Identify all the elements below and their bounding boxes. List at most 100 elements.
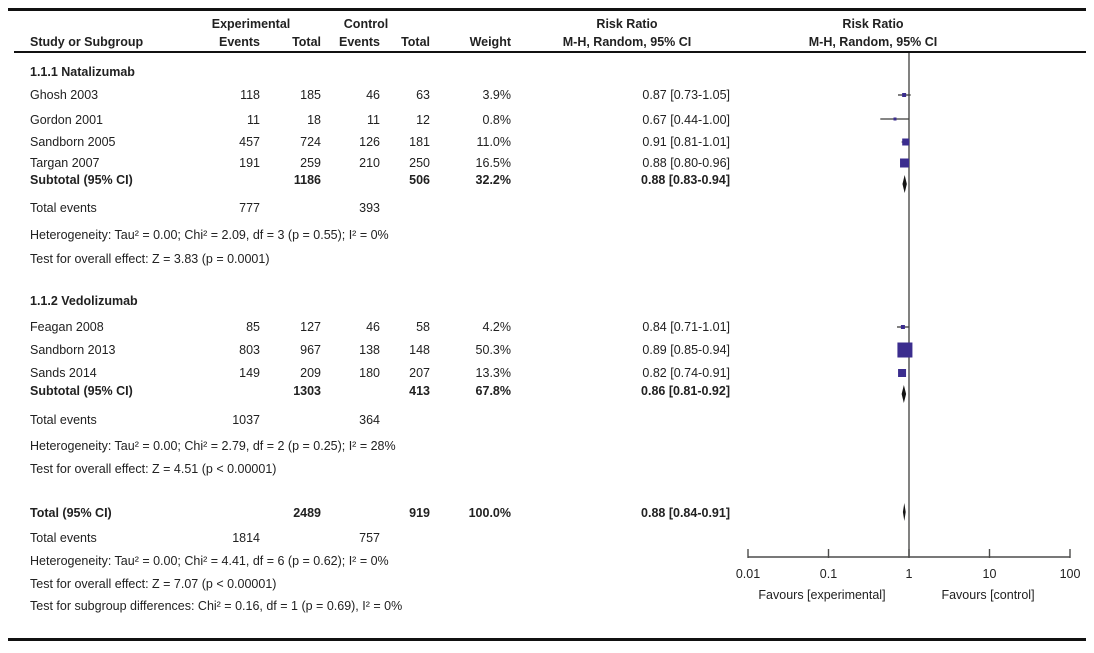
total-ctl: 181 bbox=[409, 135, 430, 149]
x-axis-tick-label: 0.01 bbox=[736, 567, 760, 581]
risk-ratio-value: 0.91 [0.81-1.01] bbox=[642, 135, 730, 149]
header-total-ctl: Total bbox=[401, 35, 430, 49]
events-exp: 118 bbox=[240, 88, 260, 102]
subtotal-total-ctl: 506 bbox=[409, 173, 430, 187]
risk-ratio-value: 0.67 [0.44-1.00] bbox=[642, 113, 730, 127]
total-exp: 259 bbox=[300, 156, 321, 170]
total-weight: 100.0% bbox=[468, 506, 511, 520]
study-row: Gordon 2001 11 18 11 12 0.8% 0.67 [0.44-… bbox=[0, 112, 752, 128]
overall-effect-row: Test for overall effect: Z = 3.83 (p = 0… bbox=[0, 251, 752, 267]
events-ctl: 11 bbox=[367, 113, 380, 127]
total-events-exp: 777 bbox=[239, 201, 260, 215]
total-events-exp: 1037 bbox=[232, 413, 260, 427]
total-ctl: 58 bbox=[416, 320, 430, 334]
events-ctl: 46 bbox=[366, 88, 380, 102]
favours-experimental-label: Favours [experimental] bbox=[758, 588, 885, 602]
study-row: Sandborn 2005 457 724 126 181 11.0% 0.91… bbox=[0, 134, 752, 150]
events-exp: 457 bbox=[239, 135, 260, 149]
total-events-ctl: 364 bbox=[359, 413, 380, 427]
header-mh-text: M-H, Random, 95% CI bbox=[562, 35, 692, 49]
total-events-exp: 1814 bbox=[232, 531, 260, 545]
subtotal-total-ctl: 413 bbox=[409, 384, 430, 398]
study-row: Ghosh 2003 118 185 46 63 3.9% 0.87 [0.73… bbox=[0, 87, 752, 103]
heterogeneity-text: Heterogeneity: Tau² = 0.00; Chi² = 2.79,… bbox=[30, 439, 396, 453]
weight-value: 50.3% bbox=[475, 343, 511, 357]
study-label: Sandborn 2005 bbox=[30, 135, 116, 149]
heterogeneity-row: Heterogeneity: Tau² = 0.00; Chi² = 2.09,… bbox=[0, 227, 752, 243]
subtotal-risk-ratio: 0.88 [0.83-0.94] bbox=[641, 173, 730, 187]
heterogeneity-text: Heterogeneity: Tau² = 0.00; Chi² = 4.41,… bbox=[30, 554, 389, 568]
total-events-label: Total events bbox=[30, 531, 97, 545]
risk-ratio-value: 0.89 [0.85-0.94] bbox=[642, 343, 730, 357]
subgroup-title: 1.1.2 Vedolizumab bbox=[30, 294, 138, 308]
subgroup-title-row: 1.1.1 Natalizumab bbox=[0, 64, 752, 80]
total-total-ctl: 919 bbox=[409, 506, 430, 520]
total-events-ctl: 757 bbox=[359, 531, 380, 545]
subgroup-difference-text: Test for subgroup differences: Chi² = 0.… bbox=[30, 599, 403, 613]
header-risk-ratio-plot: Risk Ratio bbox=[842, 17, 904, 31]
risk-ratio-value: 0.82 [0.74-0.91] bbox=[642, 366, 730, 380]
header-control: Control bbox=[343, 17, 389, 31]
subtotal-row: Subtotal (95% CI) 1303 413 67.8% 0.86 [0… bbox=[0, 383, 752, 399]
subtotal-weight: 32.2% bbox=[475, 173, 511, 187]
header-weight: Weight bbox=[469, 35, 511, 49]
favours-control-label: Favours [control] bbox=[941, 588, 1034, 602]
header-study: Study or Subgroup bbox=[30, 35, 144, 49]
total-events-label: Total events bbox=[30, 413, 97, 427]
subtotal-total-exp: 1186 bbox=[293, 173, 321, 187]
header-events-exp: Events bbox=[219, 35, 260, 49]
total-label: Total (95% CI) bbox=[30, 506, 112, 520]
bottom-rule bbox=[8, 638, 1086, 641]
total-exp: 724 bbox=[300, 135, 321, 149]
subgroup-difference-row: Test for subgroup differences: Chi² = 0.… bbox=[0, 598, 752, 614]
risk-ratio-value: 0.84 [0.71-1.01] bbox=[642, 320, 730, 334]
total-exp: 18 bbox=[307, 113, 321, 127]
study-label: Gordon 2001 bbox=[30, 113, 103, 127]
total-ctl: 12 bbox=[416, 113, 430, 127]
events-ctl: 210 bbox=[359, 156, 380, 170]
subtotal-row: Subtotal (95% CI) 1186 506 32.2% 0.88 [0… bbox=[0, 172, 752, 188]
weight-value: 16.5% bbox=[475, 156, 511, 170]
subtotal-diamond bbox=[902, 175, 907, 193]
total-exp: 185 bbox=[300, 88, 321, 102]
header-risk-ratio-text: Risk Ratio bbox=[596, 17, 658, 31]
total-events-row: Total events 1037 364 bbox=[0, 412, 752, 428]
header-row-groups: Experimental Control Risk Ratio Risk Rat… bbox=[0, 16, 904, 32]
header-experimental: Experimental bbox=[211, 17, 291, 31]
subtotal-risk-ratio: 0.86 [0.81-0.92] bbox=[641, 384, 730, 398]
events-ctl: 126 bbox=[359, 135, 380, 149]
study-weight-marker bbox=[902, 138, 910, 146]
heterogeneity-row: Heterogeneity: Tau² = 0.00; Chi² = 4.41,… bbox=[0, 553, 752, 569]
total-events-label: Total events bbox=[30, 201, 97, 215]
subtotal-label: Subtotal (95% CI) bbox=[30, 384, 133, 398]
header-mh-plot: M-H, Random, 95% CI bbox=[808, 35, 938, 49]
study-weight-marker bbox=[893, 117, 897, 121]
events-exp: 11 bbox=[247, 113, 260, 127]
weight-value: 3.9% bbox=[482, 88, 512, 102]
study-label: Targan 2007 bbox=[30, 156, 100, 170]
total-total-exp: 2489 bbox=[293, 506, 321, 520]
top-rule bbox=[8, 8, 1086, 11]
total-ctl: 250 bbox=[409, 156, 430, 170]
study-label: Feagan 2008 bbox=[30, 320, 104, 334]
subtotal-total-exp: 1303 bbox=[293, 384, 321, 398]
total-events-row: Total events 1814 757 bbox=[0, 530, 752, 546]
total-exp: 209 bbox=[300, 366, 321, 380]
subgroup-title: 1.1.1 Natalizumab bbox=[30, 65, 135, 79]
weight-value: 13.3% bbox=[475, 366, 511, 380]
overall-effect-text: Test for overall effect: Z = 7.07 (p < 0… bbox=[30, 577, 277, 591]
total-exp: 967 bbox=[300, 343, 321, 357]
subtotal-diamond bbox=[901, 385, 907, 403]
events-ctl: 46 bbox=[366, 320, 380, 334]
weight-value: 11.0% bbox=[476, 135, 511, 149]
header-total-exp: Total bbox=[292, 35, 321, 49]
risk-ratio-value: 0.87 [0.73-1.05] bbox=[642, 88, 730, 102]
risk-ratio-value: 0.88 [0.80-0.96] bbox=[642, 156, 730, 170]
weight-value: 0.8% bbox=[482, 113, 512, 127]
overall-effect-text: Test for overall effect: Z = 4.51 (p < 0… bbox=[30, 462, 277, 476]
x-axis-tick-label: 1 bbox=[906, 567, 913, 581]
events-exp: 803 bbox=[239, 343, 260, 357]
events-ctl: 138 bbox=[359, 343, 380, 357]
study-weight-marker bbox=[897, 342, 913, 358]
